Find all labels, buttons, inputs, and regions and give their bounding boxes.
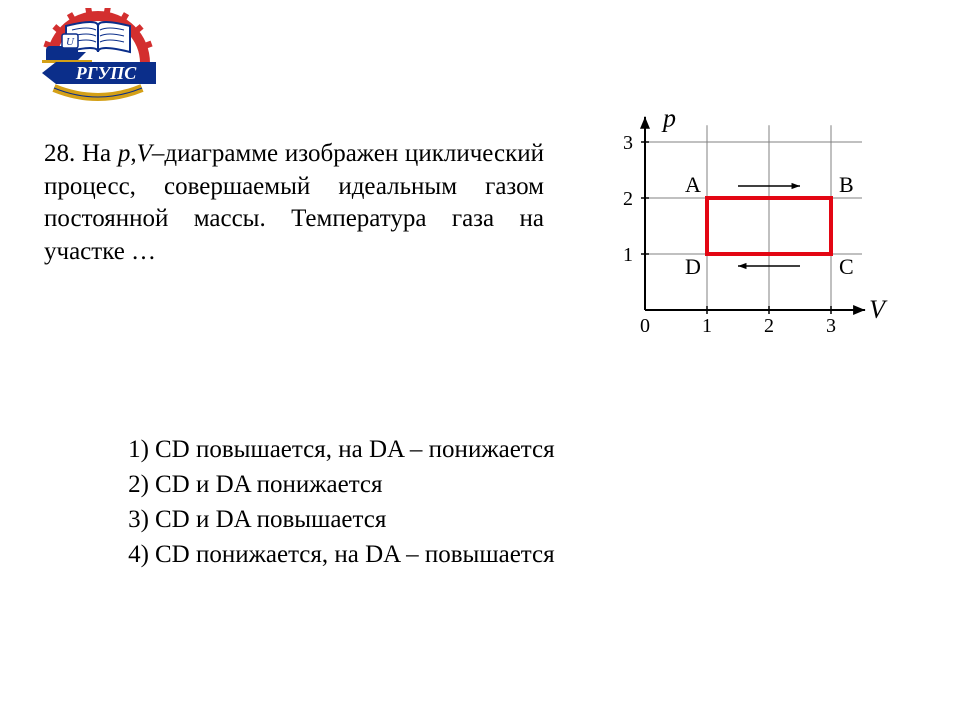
option-text: CD понижается, на DA – повышается [155,537,555,572]
option-text: CD и DA повышается [155,502,386,537]
option-row-3: 3)CD и DA повышается [115,502,555,537]
svg-text:D: D [685,254,701,279]
svg-text:2: 2 [764,315,774,337]
answer-options: 1)CD повышается, на DA – понижается2)CD … [115,432,555,572]
pv-diagram: 0123123pVABCD [590,80,910,350]
svg-text:3: 3 [826,315,836,337]
svg-text:B: B [839,172,854,197]
question-body: На p,V–диаграмме изображен циклический п… [44,140,544,265]
chart-svg: 0123123pVABCD [590,80,910,350]
question-number: 28. [44,140,75,167]
page: U РГУПС 28. На p,V–диаграмме изображен ци… [0,0,960,720]
option-row-4: 4)CD понижается, на DA – повышается [115,537,555,572]
svg-text:A: A [685,172,701,197]
question-text: 28. На p,V–диаграмме изображен циклическ… [44,138,544,268]
svg-text:U: U [66,36,75,48]
option-row-2: 2)CD и DA понижается [115,467,555,502]
option-text: CD повышается, на DA – понижается [155,432,555,467]
option-number: 3) [115,502,155,537]
option-text: CD и DA понижается [155,467,383,502]
svg-text:C: C [839,254,854,279]
logo-svg: U РГУПС [28,8,168,108]
svg-text:1: 1 [702,315,712,337]
svg-text:2: 2 [623,188,633,210]
option-number: 2) [115,467,155,502]
option-number: 4) [115,537,155,572]
option-row-1: 1)CD повышается, на DA – понижается [115,432,555,467]
option-number: 1) [115,432,155,467]
svg-text:3: 3 [623,132,633,154]
svg-text:РГУПС: РГУПС [75,63,137,83]
svg-text:1: 1 [623,244,633,266]
svg-text:0: 0 [640,315,650,337]
university-logo: U РГУПС [28,8,168,108]
svg-text:p: p [661,103,676,132]
